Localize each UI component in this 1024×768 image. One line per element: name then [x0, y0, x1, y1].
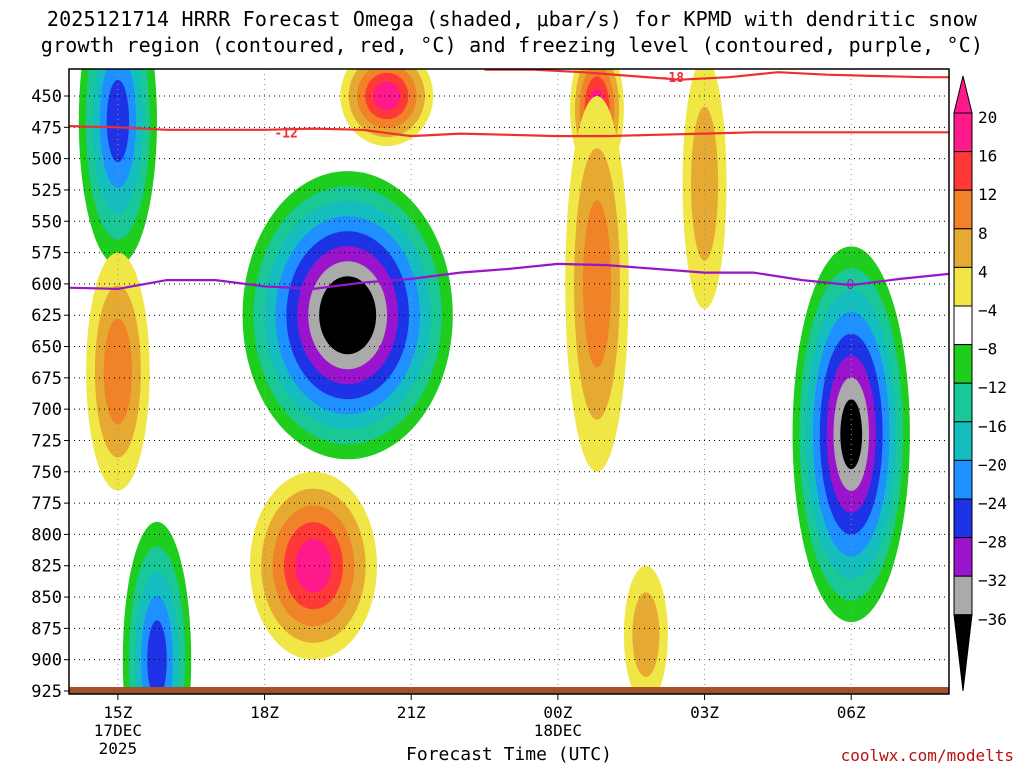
y-tick-label: 775: [31, 494, 62, 514]
x-tick-label: 03Z: [690, 703, 719, 722]
colorbar-label: −32: [978, 571, 1007, 590]
x-tick-date: 17DEC: [94, 721, 142, 740]
y-tick-label: 475: [31, 118, 62, 138]
plot-frame: [68, 68, 950, 695]
colorbar-label: −16: [978, 417, 1007, 436]
y-axis: 450 475 500 525 550 575 600 625 650 675 700 725 750 7…: [31, 87, 69, 702]
colorbar-segment: [953, 459, 973, 500]
site-credit: coolwx.com/modelts: [840, 746, 1014, 765]
y-tick-label: 825: [31, 557, 62, 577]
omega-feature-mid-subsidence: [86, 252, 150, 491]
colorbar-label: −8: [978, 340, 997, 359]
colorbar: 20 16 12 8 4 −4 −8 −12 −16 −20 −24 −28 −32 −36: [953, 75, 1007, 692]
colorbar-segment: [953, 421, 973, 461]
x-tick-label: 18Z: [250, 703, 279, 722]
colorbar-segment: [953, 189, 973, 230]
freezing-level-line: [69, 262, 949, 291]
omega-feature-column-subsidence: [565, 96, 629, 472]
colorbar-label: −28: [978, 533, 1007, 552]
omega-band: [295, 538, 332, 593]
colorbar-segment: [953, 575, 973, 616]
grid-lines: [69, 69, 949, 692]
y-tick-label: 625: [31, 306, 62, 326]
colorbar-label: −24: [978, 494, 1007, 513]
omega-feature-low-subsidence: [623, 565, 668, 691]
omega-feature-upper-ascent-column: [78, 69, 157, 266]
omega-shading: [78, 69, 910, 691]
x-tick-label: 21Z: [397, 703, 426, 722]
y-tick-label: 600: [31, 275, 62, 295]
x-tick-label: 15Z: [103, 703, 132, 722]
omega-band: [632, 592, 660, 678]
colorbar-segment: [953, 228, 973, 268]
y-tick-label: 450: [31, 87, 62, 107]
colorbar-label: −4: [978, 301, 997, 320]
colorbar-label: 4: [978, 262, 988, 281]
y-tick-label: 900: [31, 651, 62, 671]
y-tick-label: 575: [31, 244, 62, 264]
y-tick-label: 500: [31, 150, 62, 170]
dendritic-contour-line: [484, 69, 949, 81]
ground-bar: [69, 687, 949, 694]
colorbar-segment: [953, 112, 973, 153]
colorbar-label: −36: [978, 610, 1007, 629]
colorbar-segment: [953, 498, 973, 539]
y-tick-label: 850: [31, 588, 62, 608]
omega-feature-late-upper-subsidence: [682, 69, 727, 309]
omega-band: [106, 79, 130, 163]
contour-lines: -12 -18 0: [69, 69, 949, 293]
colorbar-segment: [953, 266, 973, 307]
y-tick-label: 675: [31, 369, 62, 389]
omega-feature-strong-ascent-core: [242, 171, 453, 460]
dendritic-contour-label: -18: [661, 71, 685, 86]
dendritic-contour-label: -12: [274, 126, 297, 141]
colorbar-segment: [953, 151, 973, 191]
y-tick-label: 800: [31, 525, 62, 545]
colorbar-label: −12: [978, 378, 1007, 397]
omega-band: [373, 81, 401, 111]
dendritic-contour-line: [69, 125, 949, 138]
colorbar-segment: [953, 344, 973, 384]
colorbar-top-arrow: [953, 75, 973, 114]
colorbar-label: 8: [978, 224, 988, 243]
omega-band: [330, 291, 366, 340]
x-tick-label: 06Z: [837, 703, 866, 722]
chart-title-line2: growth region (contoured, red, °C) and f…: [40, 33, 984, 57]
chart-title: 2025121714 HRRR Forecast Omega (shaded, …: [0, 6, 1024, 58]
omega-feature-lower-subsidence-max: [249, 471, 377, 660]
colorbar-label: 20: [978, 108, 997, 127]
x-tick-date: 18DEC: [534, 721, 582, 740]
colorbar-label: 12: [978, 185, 997, 204]
colorbar-segment: [953, 537, 973, 577]
colorbar-label: 16: [978, 147, 997, 166]
x-tick-year: 2025: [99, 739, 138, 758]
freezing-level-label: 0: [846, 278, 854, 293]
y-tick-label: 650: [31, 338, 62, 358]
colorbar-bottom-arrow: [953, 614, 973, 692]
colorbar-segment: [953, 305, 973, 346]
chart-title-line1: 2025121714 HRRR Forecast Omega (shaded, …: [46, 7, 978, 31]
y-tick-label: 700: [31, 400, 62, 420]
omega-band: [582, 200, 612, 368]
omega-band: [103, 318, 133, 425]
omega-band: [691, 106, 719, 261]
x-tick-label: 00Z: [543, 703, 572, 722]
y-tick-label: 725: [31, 431, 62, 451]
omega-feature-low-level-ascent: [122, 521, 192, 691]
omega-band: [147, 620, 167, 691]
colorbar-label: −20: [978, 455, 1007, 474]
y-tick-label: 875: [31, 619, 62, 639]
y-tick-label: 550: [31, 212, 62, 232]
y-tick-label: 525: [31, 181, 62, 201]
y-tick-label: 925: [31, 682, 62, 702]
x-axis-label: Forecast Time (UTC): [406, 744, 612, 765]
colorbar-segment: [953, 382, 973, 423]
y-tick-label: 750: [31, 463, 62, 483]
